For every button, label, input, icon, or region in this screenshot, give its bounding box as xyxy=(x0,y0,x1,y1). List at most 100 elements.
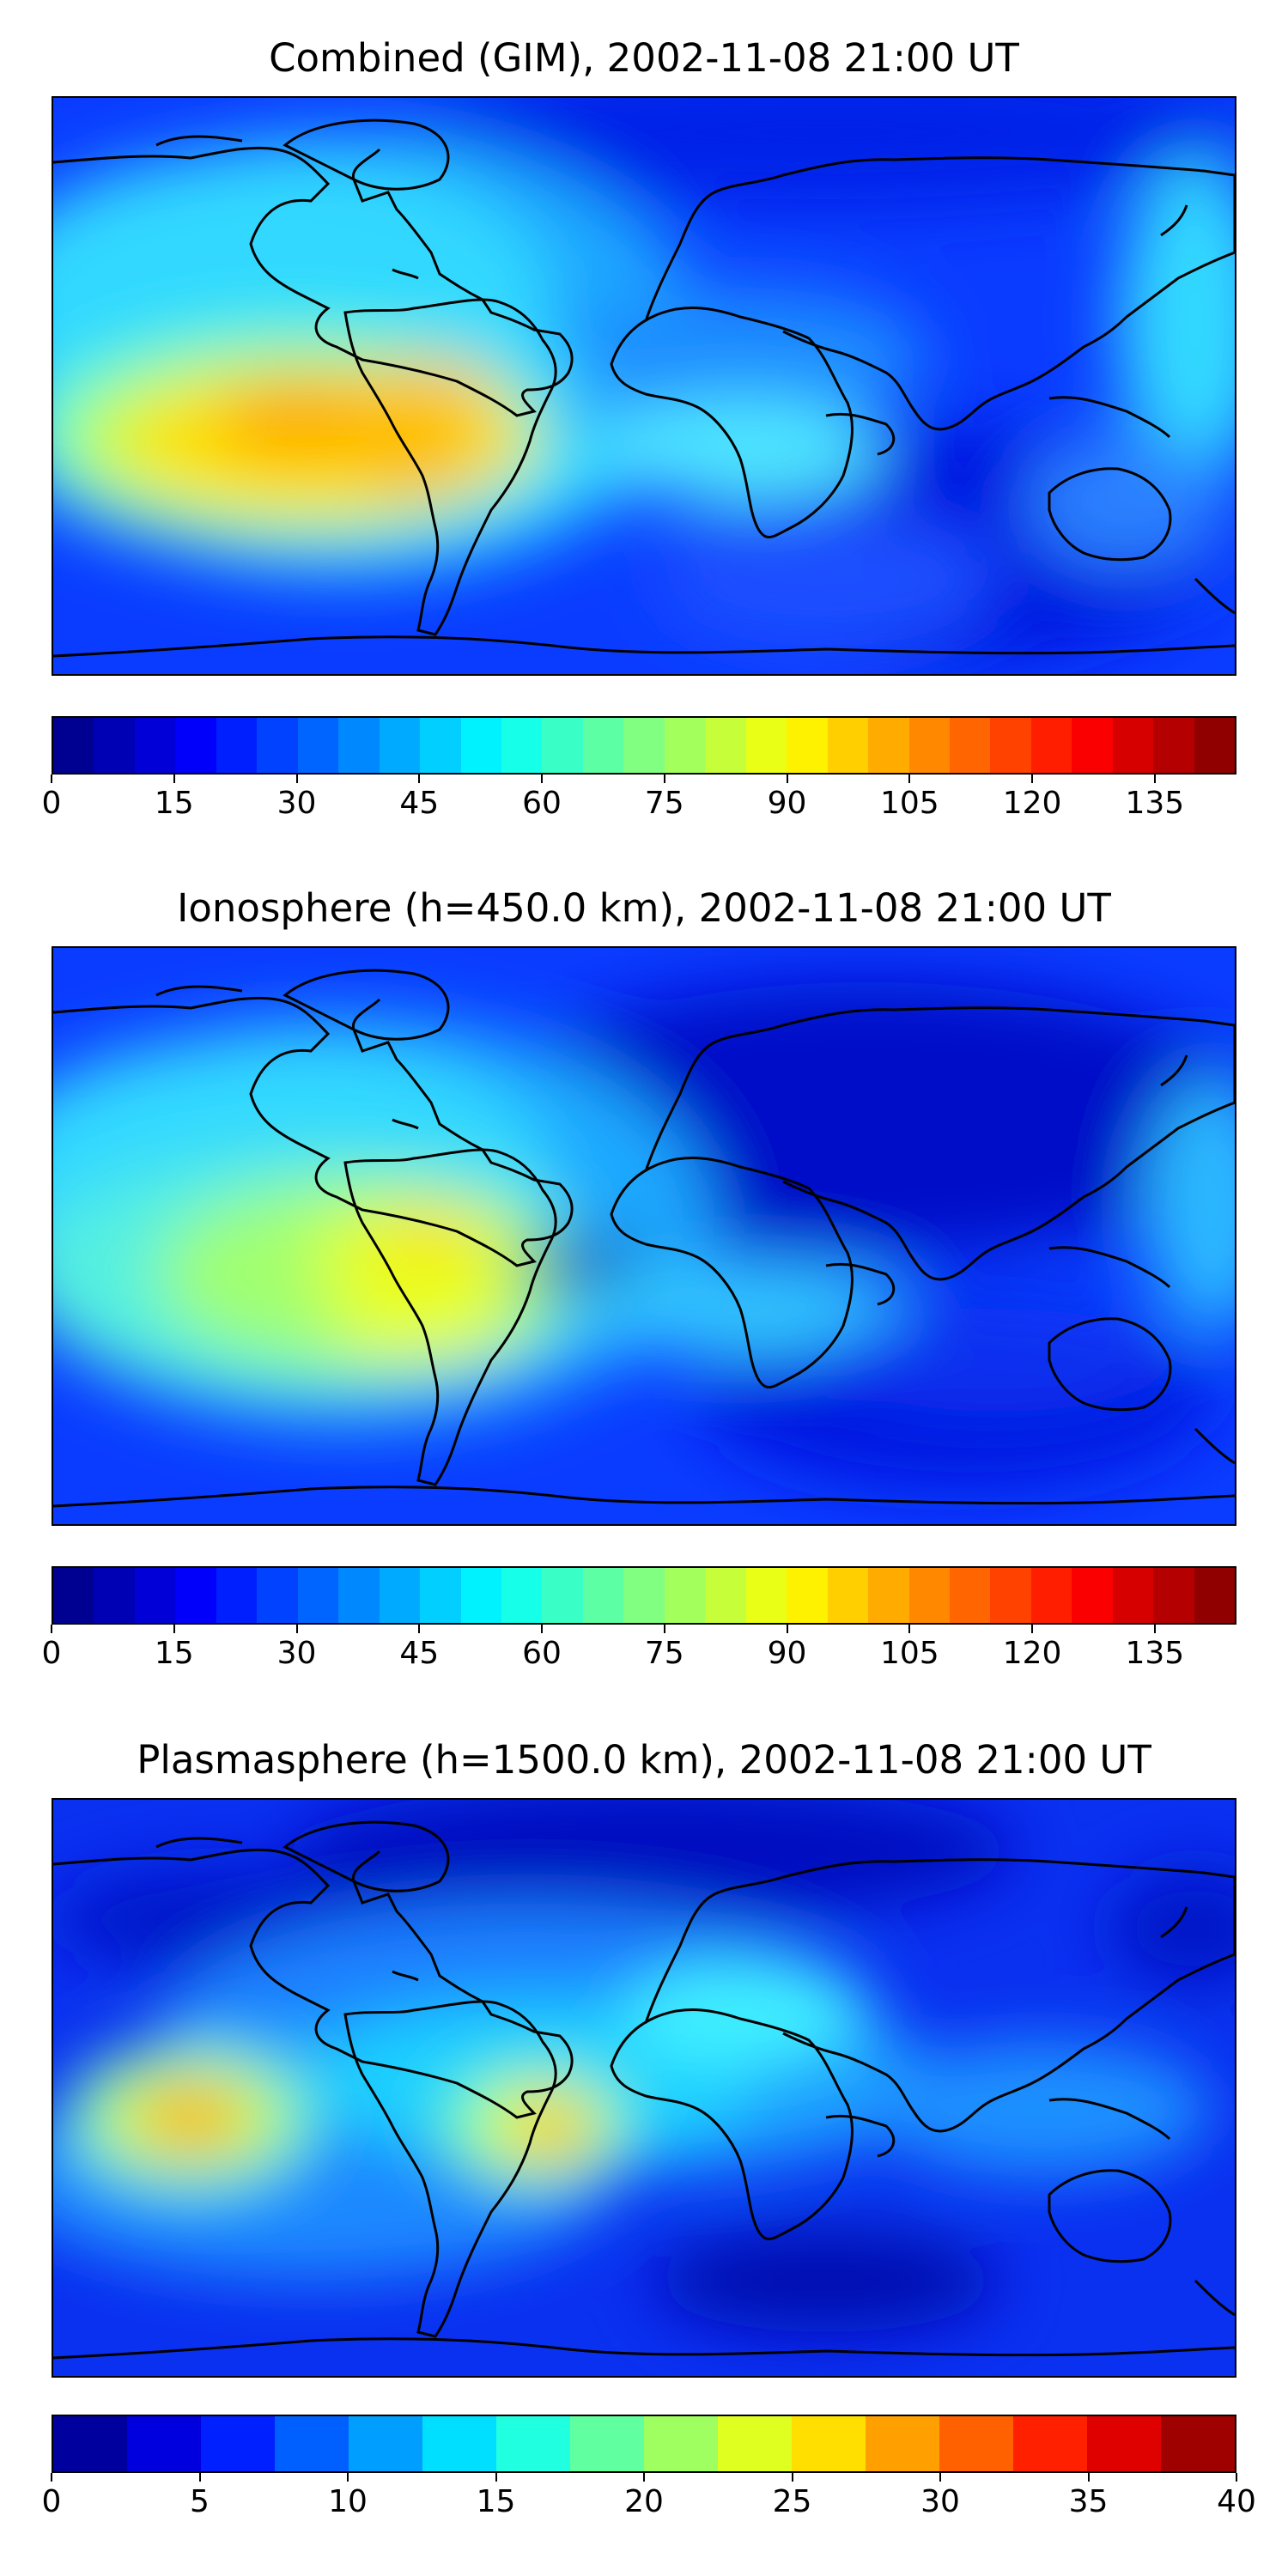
colorbar-level xyxy=(275,2416,349,2471)
tick-label: 5 xyxy=(190,2484,210,2519)
tick-label: 105 xyxy=(879,786,939,821)
colorbar-level xyxy=(908,718,950,773)
tick-label: 60 xyxy=(522,1636,562,1671)
colorbar-level xyxy=(338,1568,380,1623)
colorbar-level xyxy=(1194,718,1236,773)
colorbar-level xyxy=(1072,1568,1113,1623)
tick-label: 40 xyxy=(1217,2484,1256,2519)
tick-mark xyxy=(1153,775,1156,783)
tick-mark xyxy=(173,775,175,783)
panel-2-map xyxy=(52,946,1236,1526)
colorbar-level xyxy=(1072,718,1113,773)
tick-mark xyxy=(663,775,665,783)
colorbar-level xyxy=(868,718,909,773)
tick-mark xyxy=(939,2473,941,2482)
tick-mark xyxy=(1031,775,1034,783)
tick-label: 120 xyxy=(1002,786,1062,821)
colorbar-level xyxy=(745,1568,787,1623)
panel-2-colorbar xyxy=(52,1566,1236,1625)
tick-mark xyxy=(791,2473,793,2482)
colorbar-level xyxy=(1030,718,1072,773)
tick-label: 105 xyxy=(879,1636,939,1671)
colorbar-level xyxy=(1030,1568,1072,1623)
tick-label: 30 xyxy=(276,786,317,821)
colorbar-level xyxy=(664,1568,706,1623)
tick-mark xyxy=(51,1625,52,1633)
tick-label: 15 xyxy=(154,1636,194,1671)
tick-mark xyxy=(198,2473,201,2482)
tick-label: 90 xyxy=(767,786,807,821)
tick-mark xyxy=(1087,2473,1090,2482)
tick-mark xyxy=(908,1625,911,1633)
colorbar-level xyxy=(94,718,135,773)
colorbar-level xyxy=(53,1568,94,1623)
tick-mark xyxy=(295,1625,298,1633)
colorbar-level xyxy=(949,1568,991,1623)
colorbar-level xyxy=(53,2416,127,2471)
colorbar-level xyxy=(705,718,746,773)
panel-3-colorbar-ticks: 0 5 10 15 20 25 30 35 40 xyxy=(42,2473,1256,2524)
colorbar-level xyxy=(1013,2416,1087,2471)
colorbar-level xyxy=(134,718,176,773)
panel-1-title: Combined (GIM), 2002-11-08 21:00 UT xyxy=(269,35,1019,81)
colorbar-level xyxy=(1112,1568,1154,1623)
tick-mark xyxy=(1236,2473,1237,2482)
colorbar-level xyxy=(745,718,787,773)
panel-1-map xyxy=(52,96,1236,676)
tick-label: 30 xyxy=(276,1636,317,1671)
colorbar-level xyxy=(787,718,828,773)
colorbar-level xyxy=(1087,2416,1161,2471)
tick-label: 135 xyxy=(1125,1636,1185,1671)
colorbar-level xyxy=(939,2416,1013,2471)
colorbar-level xyxy=(216,1568,258,1623)
colorbar-level xyxy=(868,1568,909,1623)
colorbar-level xyxy=(460,1568,501,1623)
colorbar-level xyxy=(1153,718,1194,773)
tick-mark xyxy=(295,775,298,783)
colorbar-level xyxy=(379,1568,421,1623)
tick-mark xyxy=(1031,1625,1034,1633)
colorbar-level xyxy=(338,718,380,773)
tick-mark xyxy=(1153,1625,1156,1633)
panel-3-colorbar xyxy=(52,2415,1236,2473)
tick-label: 45 xyxy=(399,786,440,821)
tick-label: 120 xyxy=(1002,1636,1062,1671)
tick-mark xyxy=(643,2473,645,2482)
panel-1-colorbar-ticks: 0 15 30 45 60 75 90 105 120 135 xyxy=(42,775,1236,826)
colorbar-level xyxy=(216,718,258,773)
colorbar-level xyxy=(297,1568,339,1623)
colorbar-level xyxy=(827,1568,869,1623)
tick-label: 45 xyxy=(399,1636,440,1671)
colorbar-level xyxy=(201,2416,275,2471)
colorbar-level xyxy=(908,1568,950,1623)
tick-label: 75 xyxy=(644,1636,684,1671)
colorbar-level xyxy=(664,718,706,773)
tick-label: 35 xyxy=(1068,2484,1109,2519)
colorbar-level xyxy=(990,718,1031,773)
colorbar-level xyxy=(94,1568,135,1623)
colorbar-level xyxy=(1194,1568,1236,1623)
colorbar-level xyxy=(175,1568,216,1623)
colorbar-level xyxy=(379,718,421,773)
colorbar-level xyxy=(1161,2416,1235,2471)
tick-label: 10 xyxy=(328,2484,368,2519)
colorbar-level xyxy=(582,1568,624,1623)
colorbar-level xyxy=(644,2416,718,2471)
panel-2-title: Ionosphere (h=450.0 km), 2002-11-08 21:0… xyxy=(177,885,1111,931)
tick-mark xyxy=(786,775,788,783)
colorbar-level xyxy=(623,718,665,773)
colorbar-level xyxy=(542,718,583,773)
colorbar-level xyxy=(501,718,543,773)
colorbar-level xyxy=(422,2416,496,2471)
tick-mark xyxy=(495,2473,497,2482)
colorbar-level xyxy=(175,718,216,773)
panel-3-map xyxy=(52,1798,1236,2378)
tick-mark xyxy=(51,2473,52,2482)
tick-mark xyxy=(173,1625,175,1633)
colorbar-level xyxy=(1112,718,1154,773)
colorbar-level xyxy=(792,2416,866,2471)
tick-label: 20 xyxy=(624,2484,664,2519)
tick-label: 15 xyxy=(476,2484,516,2519)
colorbar-level xyxy=(718,2416,792,2471)
colorbar-level xyxy=(1153,1568,1194,1623)
